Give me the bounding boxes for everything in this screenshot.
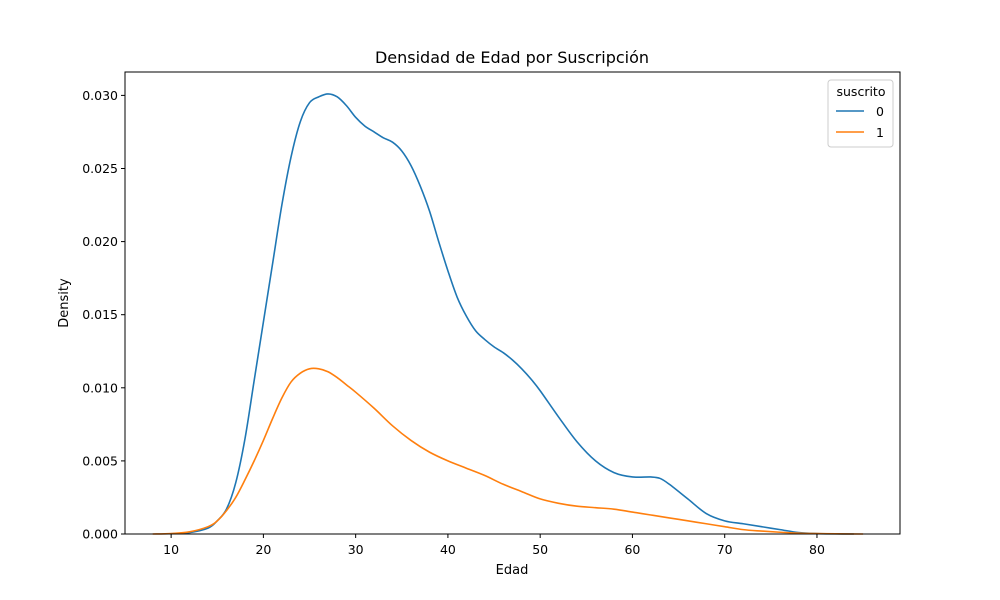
chart-title: Densidad de Edad por Suscripción: [375, 48, 649, 67]
density-line-series-1: [152, 367, 864, 535]
y-tick-label: 0.030: [82, 88, 118, 103]
x-tick-label: 60: [624, 542, 640, 557]
legend-box: [827, 79, 894, 148]
legend-title: suscrito: [837, 84, 886, 99]
y-axis: 0.000 0.005 0.010 0.015 0.020 0.025 0.030: [82, 88, 125, 542]
y-tick-label: 0.010: [82, 380, 118, 395]
x-axis: 10 20 30 40 50 60 70 80: [163, 534, 825, 557]
axes-frame: [124, 71, 901, 535]
x-tick-label: 70: [717, 542, 733, 557]
legend: suscrito 0 1: [827, 79, 894, 148]
y-tick-label: 0.020: [82, 234, 118, 249]
x-axis-label: Edad: [496, 563, 529, 578]
x-tick-label: 20: [255, 542, 271, 557]
density-line-series-0: [171, 93, 854, 535]
y-axis-label: Density: [57, 278, 72, 328]
legend-label-1: 1: [876, 125, 884, 140]
y-tick-label: 0.015: [82, 307, 118, 322]
plot-area: [124, 71, 901, 535]
legend-label-0: 0: [876, 104, 884, 119]
x-tick-label: 10: [163, 542, 179, 557]
x-tick-label: 30: [348, 542, 364, 557]
x-tick-label: 40: [440, 542, 456, 557]
y-tick-label: 0.025: [82, 161, 118, 176]
x-tick-label: 80: [809, 542, 825, 557]
x-tick-label: 50: [532, 542, 548, 557]
y-tick-label: 0.000: [82, 527, 118, 542]
y-tick-label: 0.005: [82, 453, 118, 468]
